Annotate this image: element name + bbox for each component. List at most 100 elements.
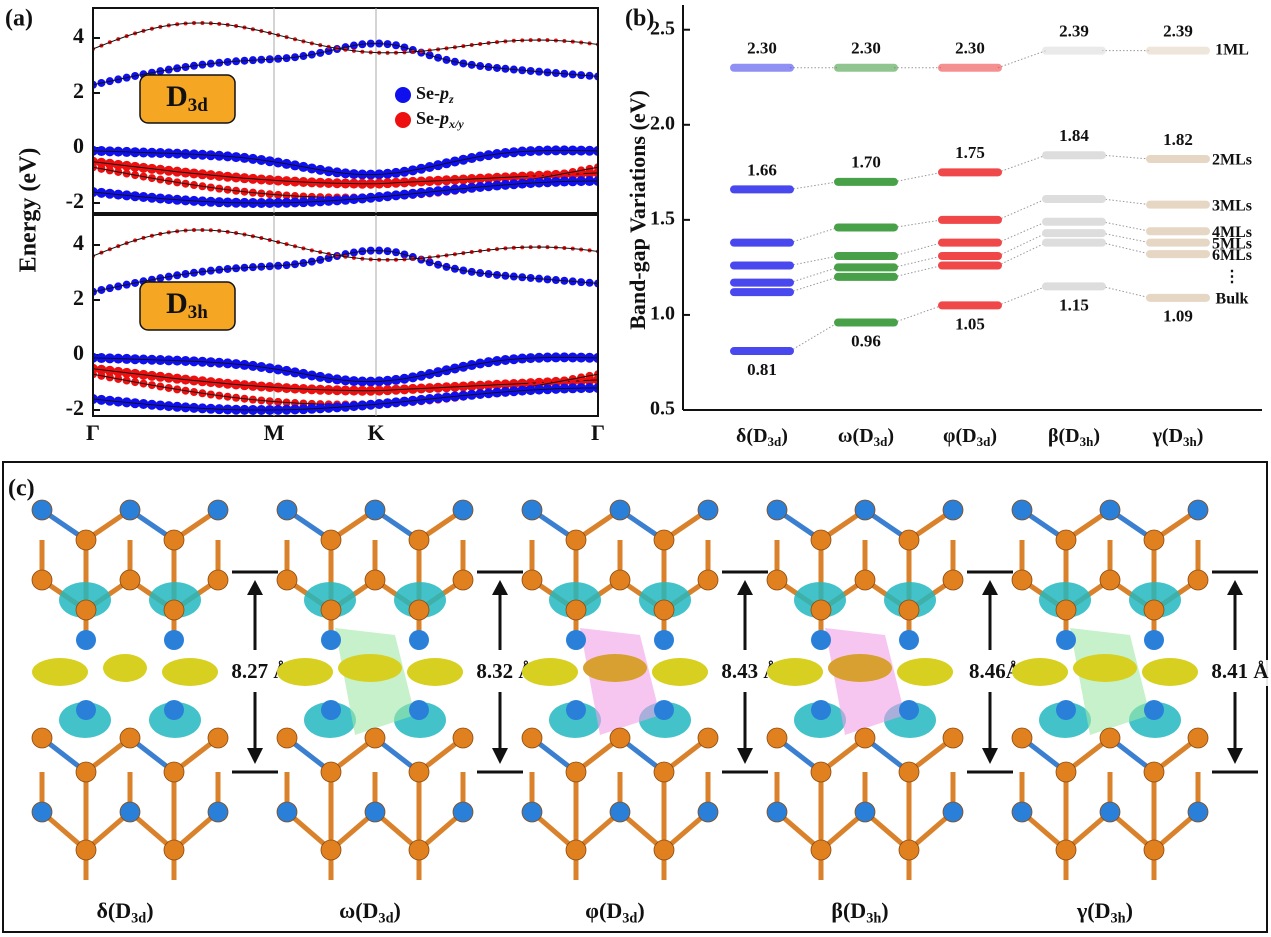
atom	[766, 801, 788, 823]
isosurface-yellow	[162, 658, 218, 686]
subpanel-frame	[92, 214, 599, 417]
atom	[164, 630, 184, 650]
atom	[697, 569, 719, 591]
label-sub: 3d	[622, 911, 637, 927]
atom	[119, 727, 141, 749]
legend-it: p	[438, 83, 449, 103]
atom	[76, 700, 96, 720]
isosurface-yellow	[828, 654, 892, 682]
distance-bg	[1205, 660, 1271, 686]
label-pre: φ(D	[585, 898, 622, 923]
atom	[1055, 839, 1077, 861]
atom	[320, 529, 342, 551]
label-post: )	[990, 425, 997, 447]
atom	[163, 529, 185, 551]
label-post: )	[881, 898, 888, 923]
label-post: )	[887, 425, 894, 447]
value-label: 1.84	[1059, 126, 1089, 145]
atom	[1011, 499, 1033, 521]
x-tick-label: ω(D3d)	[838, 425, 894, 449]
label-sub: 3d	[131, 911, 146, 927]
y-tick-label: 2.0	[650, 112, 675, 134]
atom	[854, 727, 876, 749]
atom	[320, 599, 342, 621]
y-tick-label: 2.5	[650, 17, 675, 39]
y-tick-label: 2	[73, 78, 84, 103]
atom	[119, 499, 141, 521]
connector	[893, 265, 943, 278]
y-tick-label: 1.0	[650, 303, 675, 325]
connector	[893, 304, 943, 324]
atom	[521, 499, 543, 521]
atom	[1099, 801, 1121, 823]
atom	[609, 499, 631, 521]
structure-label: γ(D3h)	[1076, 898, 1133, 927]
atom	[119, 569, 141, 591]
x-tick-label: δ(D3d)	[736, 425, 788, 449]
panel-c: (c)8.27 Åδ(D3d)8.32 Åω(D3d)8.43 Åφ(D3d)8…	[2, 461, 1271, 933]
x-tick-label: φ(D3d)	[943, 425, 997, 449]
atom	[609, 801, 631, 823]
isosurface-yellow	[277, 658, 333, 686]
x-tick-label: β(D3h)	[1048, 425, 1100, 449]
atom	[565, 529, 587, 551]
isosurface-yellow	[767, 658, 823, 686]
atom	[898, 839, 920, 861]
atom	[1143, 839, 1165, 861]
atom	[899, 630, 919, 650]
label-pre: γ(D	[1152, 425, 1183, 447]
atom	[898, 761, 920, 783]
value-label: 0.81	[747, 360, 777, 379]
isosurface-yellow	[1073, 654, 1137, 682]
arrow-head	[982, 748, 998, 764]
atom	[408, 839, 430, 861]
atom	[1056, 700, 1076, 720]
atom	[207, 569, 229, 591]
x-tick-label: γ(D3h)	[1152, 425, 1204, 449]
atom	[565, 761, 587, 783]
atom	[810, 839, 832, 861]
isosurface-cyan	[59, 702, 111, 738]
atom	[1099, 727, 1121, 749]
label-pre: β(D	[1048, 425, 1080, 447]
isosurface-yellow	[103, 654, 147, 682]
symmetry-label: D3d	[166, 80, 208, 116]
atom	[31, 569, 53, 591]
value-label: 1.75	[955, 143, 985, 162]
connector	[789, 322, 839, 352]
atom	[1011, 801, 1033, 823]
atom	[1055, 529, 1077, 551]
label-sub: 3d	[874, 434, 889, 449]
isosurface-cyan	[304, 702, 356, 738]
atom	[1055, 599, 1077, 621]
atom	[566, 700, 586, 720]
atom	[854, 569, 876, 591]
atom	[276, 499, 298, 521]
band-line	[94, 43, 597, 86]
atom	[452, 801, 474, 823]
label-post: )	[1126, 898, 1133, 923]
atom	[276, 569, 298, 591]
label-post: )	[781, 425, 788, 447]
legend-dot	[395, 112, 411, 128]
atom	[653, 529, 675, 551]
isosurface-yellow	[522, 658, 578, 686]
symmetry-sub: 3h	[188, 302, 209, 323]
label-sub: 3d	[768, 434, 783, 449]
atom	[898, 599, 920, 621]
y-tick-label: 4	[73, 230, 84, 255]
k-label: Γ	[86, 420, 100, 445]
isosurface-yellow	[897, 658, 953, 686]
connector	[1101, 221, 1151, 232]
structure	[1011, 499, 1209, 880]
band-line	[94, 387, 597, 411]
atom	[1187, 801, 1209, 823]
atom	[942, 499, 964, 521]
atom	[565, 839, 587, 861]
band-line	[94, 149, 597, 176]
arrow-head	[1227, 580, 1243, 595]
atom	[207, 801, 229, 823]
atom	[1143, 599, 1165, 621]
connector	[893, 219, 943, 228]
atom	[1144, 630, 1164, 650]
